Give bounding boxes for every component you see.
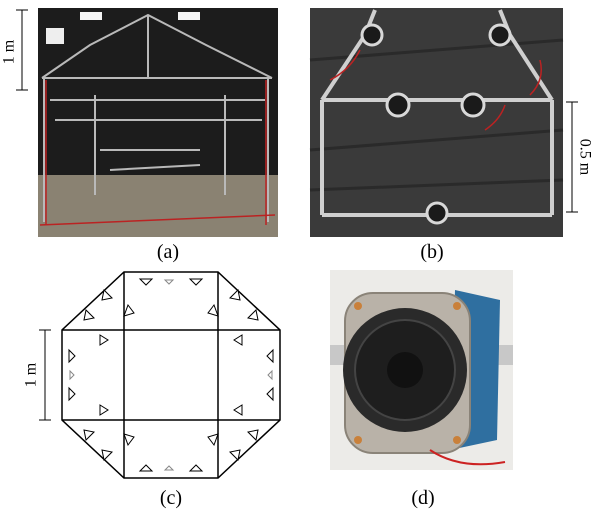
photo-a bbox=[38, 8, 278, 237]
panel-label: (b) bbox=[420, 241, 443, 263]
panel-label: (a) bbox=[157, 241, 179, 263]
scale-text: 0.5 m bbox=[576, 139, 592, 176]
speaker-symbols bbox=[69, 279, 273, 471]
scale-text: 1 m bbox=[1, 39, 18, 64]
panel-label: (c) bbox=[160, 487, 182, 509]
diagram-c bbox=[62, 272, 280, 478]
figure: 1 m (a) 0.5 m bbox=[0, 0, 592, 514]
scale-text: 1 m bbox=[23, 362, 40, 387]
panel-label: (d) bbox=[411, 487, 434, 509]
photo-d bbox=[330, 270, 513, 470]
photo-b bbox=[310, 8, 563, 237]
